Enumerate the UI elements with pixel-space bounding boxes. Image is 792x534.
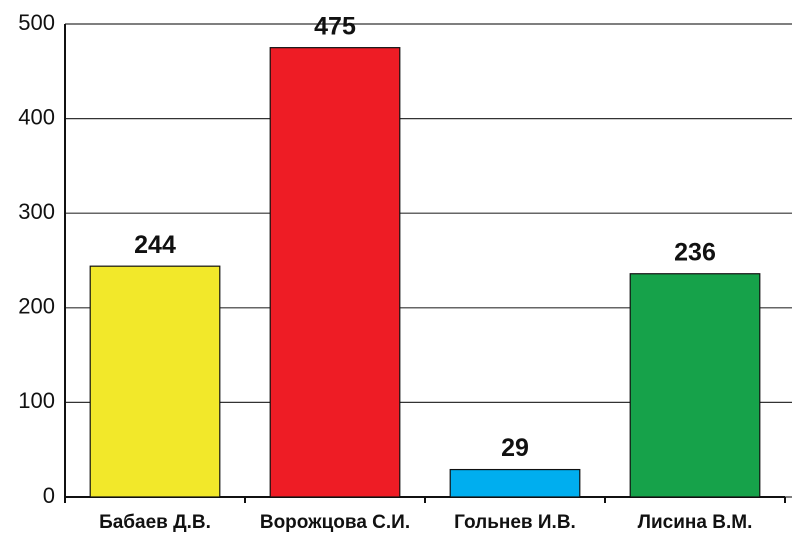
x-tick-label: Гольнев И.В. (454, 512, 576, 533)
y-tick-label: 200 (18, 294, 55, 319)
bar (89, 265, 221, 498)
y-tick-label: 400 (18, 104, 55, 129)
y-tick-label: 100 (18, 388, 55, 413)
data-label: 236 (674, 238, 716, 266)
data-label: 244 (134, 231, 176, 259)
y-tick-label: 500 (18, 10, 55, 35)
x-tick-label: Бабаев Д.В. (99, 512, 211, 533)
x-tick-label: Ворожцова С.И. (260, 512, 410, 533)
x-tick-label: Лисина В.М. (638, 512, 753, 533)
bar (269, 47, 401, 498)
y-tick-label: 300 (18, 199, 55, 224)
bar (629, 273, 761, 498)
data-label: 475 (314, 12, 356, 40)
y-tick-label: 0 (43, 483, 55, 508)
data-label: 29 (501, 434, 529, 462)
bar (449, 468, 581, 498)
